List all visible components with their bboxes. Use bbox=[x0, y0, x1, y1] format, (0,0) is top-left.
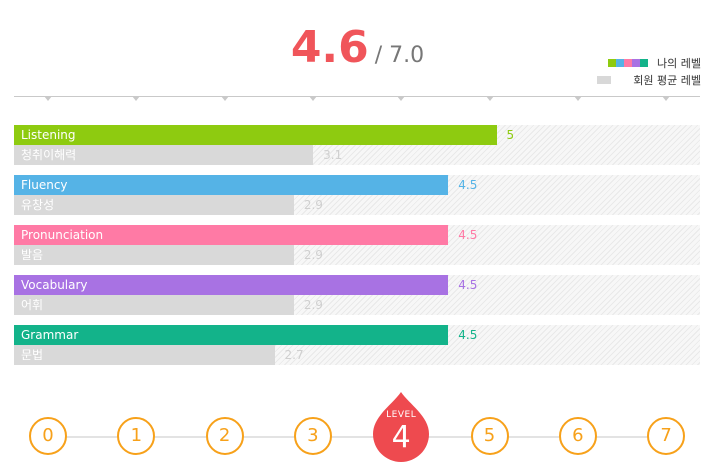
sub-label: 문법 bbox=[21, 348, 44, 362]
category-label: Grammar bbox=[21, 328, 79, 342]
swatch-fluency bbox=[616, 58, 625, 67]
level-0[interactable]: 0 bbox=[29, 417, 67, 455]
legend-swatch-average bbox=[597, 75, 612, 84]
score-max: / 7.0 bbox=[374, 43, 425, 68]
skill-fluency: Fluency 4.5 유창성 2.9 bbox=[14, 175, 700, 215]
divider-tick-marker bbox=[397, 96, 406, 101]
value-label-mine: 4.5 bbox=[458, 178, 478, 192]
swatch-grammar bbox=[640, 58, 649, 67]
skill-grammar: Grammar 4.5 문법 2.7 bbox=[14, 325, 700, 365]
sub-label: 청취이해력 bbox=[21, 148, 77, 162]
bar-average-pronunciation: 발음 bbox=[14, 245, 294, 265]
level-6[interactable]: 6 bbox=[558, 417, 597, 455]
divider-tick-marker bbox=[220, 96, 229, 101]
divider-tick-marker bbox=[662, 96, 671, 101]
value-label-average: 2.9 bbox=[303, 198, 323, 212]
scale-divider bbox=[14, 96, 700, 101]
bar-mine-listening: Listening bbox=[14, 125, 497, 145]
score-value: 4.6 bbox=[290, 22, 369, 73]
bar-average-vocabulary: 어휘 bbox=[14, 295, 294, 315]
legend-swatch-mine bbox=[608, 58, 649, 67]
legend: 나의 레벨 회원 평균 레벨 bbox=[597, 54, 701, 88]
swatch-listening bbox=[608, 58, 617, 67]
level-scale-line bbox=[47, 436, 667, 438]
legend-label-mine: 나의 레벨 bbox=[657, 56, 701, 70]
category-label: Fluency bbox=[21, 178, 68, 192]
value-label-average: 2.9 bbox=[303, 248, 323, 262]
level-7[interactable]: 7 bbox=[647, 417, 686, 455]
value-label-mine: 4.5 bbox=[458, 328, 478, 342]
skill-vocabulary: Vocabulary 4.5 어휘 2.9 bbox=[14, 275, 700, 315]
value-label-average: 3.1 bbox=[323, 148, 343, 162]
legend-item-average: 회원 평균 레벨 bbox=[597, 71, 701, 88]
bar-mine-vocabulary: Vocabulary bbox=[14, 275, 449, 295]
sub-label: 유창성 bbox=[21, 198, 55, 212]
bar-mine-pronunciation: Pronunciation bbox=[14, 225, 449, 245]
bar-average-grammar: 문법 bbox=[14, 345, 275, 365]
level-5[interactable]: 5 bbox=[470, 417, 509, 455]
bar-average-listening: 청취이해력 bbox=[14, 145, 314, 165]
skill-pronunciation: Pronunciation 4.5 발음 2.9 bbox=[14, 225, 700, 265]
current-level-marker: LEVEL 4 bbox=[371, 388, 431, 464]
bar-average-fluency: 유창성 bbox=[14, 195, 294, 215]
value-label-average: 2.9 bbox=[303, 298, 323, 312]
level-3[interactable]: 3 bbox=[293, 417, 332, 455]
category-label: Listening bbox=[21, 128, 76, 142]
value-label-mine: 4.5 bbox=[458, 228, 478, 242]
divider-tick-marker bbox=[308, 96, 317, 101]
overall-score: 4.6/ 7.0 bbox=[0, 22, 715, 73]
skill-listening: Listening 5 청취이해력 3.1 bbox=[14, 125, 700, 165]
level-1[interactable]: 1 bbox=[117, 417, 156, 455]
value-label-mine: 4.5 bbox=[458, 278, 478, 292]
legend-item-mine: 나의 레벨 bbox=[597, 54, 701, 71]
value-label-average: 2.7 bbox=[284, 348, 304, 362]
category-label: Vocabulary bbox=[21, 278, 88, 292]
sub-label: 발음 bbox=[21, 248, 44, 262]
current-level-value: 4 bbox=[391, 420, 411, 455]
divider-tick-marker bbox=[573, 96, 582, 101]
level-2[interactable]: 2 bbox=[205, 417, 244, 455]
swatch-pronunciation bbox=[624, 58, 633, 67]
bar-mine-grammar: Grammar bbox=[14, 325, 449, 345]
divider-tick-marker bbox=[44, 96, 52, 101]
category-label: Pronunciation bbox=[21, 228, 104, 242]
current-level-label: LEVEL bbox=[386, 410, 417, 420]
swatch-vocabulary bbox=[632, 58, 641, 67]
divider-tick-marker bbox=[485, 96, 494, 101]
legend-label-average: 회원 평균 레벨 bbox=[633, 73, 701, 87]
sub-label: 어휘 bbox=[21, 298, 44, 312]
drop-icon bbox=[373, 392, 430, 462]
bar-mine-fluency: Fluency bbox=[14, 175, 449, 195]
divider-tick-marker bbox=[132, 96, 141, 101]
value-label-mine: 5 bbox=[506, 128, 515, 142]
